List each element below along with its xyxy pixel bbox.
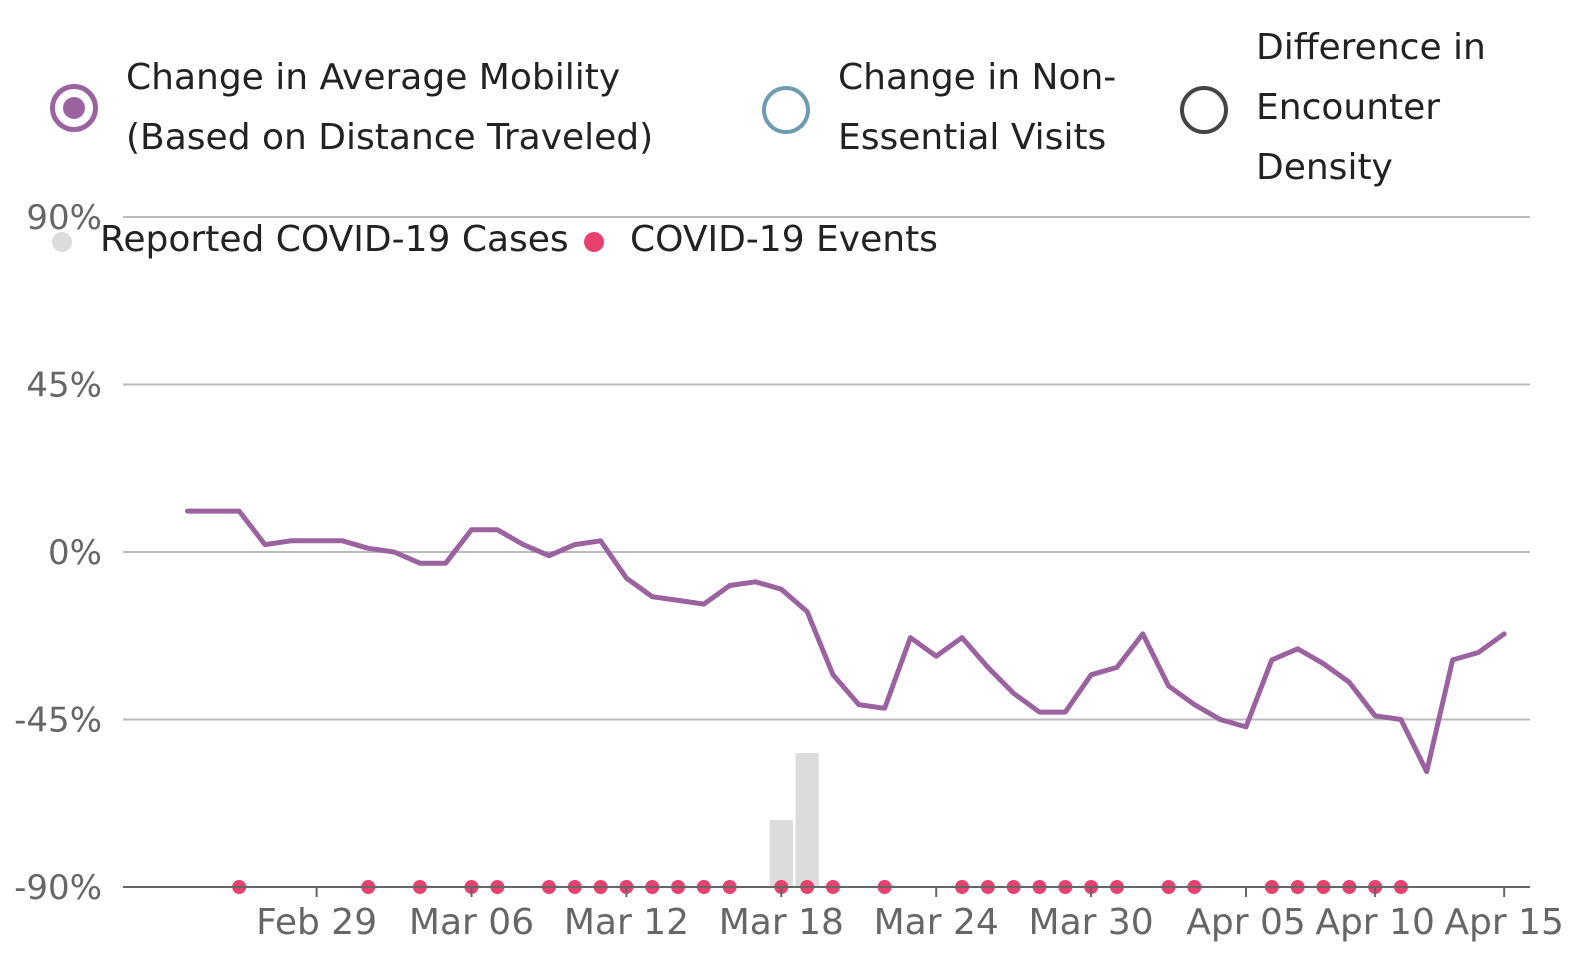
x-axis: Feb 29 Mar 06 Mar 12 Mar 18 Mar 24 Mar 30 Apr … xyxy=(123,886,1564,943)
mobility-legend-line2: (Based on Distance Traveled) xyxy=(126,117,654,158)
encounter-legend-marker[interactable] xyxy=(1180,86,1228,134)
mobility-legend-label[interactable]: Change in Average Mobility (Based on Dis… xyxy=(126,48,653,168)
cases-bars xyxy=(769,753,819,887)
events-legend-dot[interactable] xyxy=(584,232,604,252)
events-legend-label[interactable]: COVID-19 Events xyxy=(630,219,938,260)
encounter-legend-line2: Encounter xyxy=(1256,87,1441,128)
cases-legend-dot[interactable] xyxy=(52,232,72,252)
x-tick-label: Mar 30 xyxy=(1029,902,1154,943)
x-tick-label: Mar 24 xyxy=(874,902,999,943)
y-axis-ticks: 90% 45% 0% -45% -90% xyxy=(14,198,102,908)
mobility-series xyxy=(185,508,1507,775)
y-tick-label: -90% xyxy=(14,868,102,908)
y-tick-label: -45% xyxy=(14,701,102,741)
legend-top: Change in Average Mobility (Based on Dis… xyxy=(0,0,1580,200)
nonessential-legend-marker[interactable] xyxy=(762,86,810,134)
x-tick-label: Apr 05 xyxy=(1186,902,1306,943)
x-tick-label: Apr 10 xyxy=(1315,902,1435,943)
nonessential-legend-line2: Essential Visits xyxy=(838,117,1107,158)
mobility-line xyxy=(185,508,1507,775)
cases-bar xyxy=(769,820,793,887)
encounter-legend-line3: Density xyxy=(1256,147,1393,188)
grid-lines xyxy=(123,216,1530,721)
encounter-legend-line1: Difference in xyxy=(1256,27,1486,68)
cases-bar xyxy=(795,753,819,887)
x-tick-label: Feb 29 xyxy=(256,902,377,943)
x-tick-label: Mar 06 xyxy=(409,902,534,943)
mobility-legend-line1: Change in Average Mobility xyxy=(126,57,621,98)
encounter-legend-label[interactable]: Difference in Encounter Density xyxy=(1256,18,1486,198)
nonessential-legend-label[interactable]: Change in Non- Essential Visits xyxy=(838,48,1116,168)
x-tick-label: Apr 15 xyxy=(1444,902,1564,943)
x-tick-label: Mar 18 xyxy=(719,902,844,943)
y-tick-label: 90% xyxy=(26,198,102,238)
y-tick-label: 0% xyxy=(48,533,102,573)
nonessential-legend-line1: Change in Non- xyxy=(838,57,1117,98)
mobility-legend-marker[interactable] xyxy=(50,84,98,132)
mobility-legend-marker-fill xyxy=(63,97,85,119)
y-tick-label: 45% xyxy=(26,366,102,406)
cases-legend-label[interactable]: Reported COVID-19 Cases xyxy=(100,219,569,260)
x-tick-label: Mar 12 xyxy=(564,902,689,943)
